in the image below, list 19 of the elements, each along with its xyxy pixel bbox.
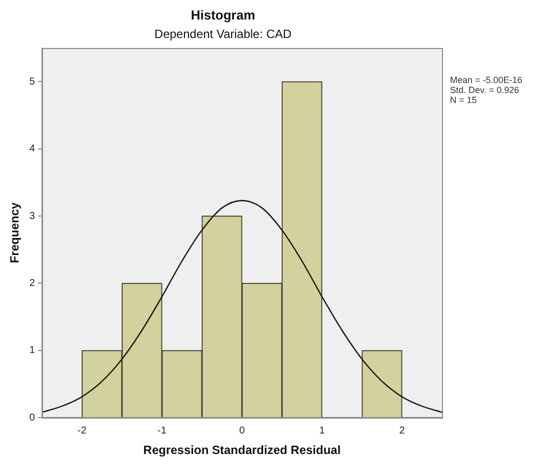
line-series (42, 200, 442, 413)
text: Std. Dev. = 0.926 (450, 84, 520, 95)
chart-title: Histogram (190, 7, 256, 22)
x-axis-title: Regression Standardized Residual (143, 443, 341, 458)
text: N = 15 (450, 94, 477, 105)
x-tick-label: 2 (399, 425, 406, 436)
x-tick-label: 0 (239, 425, 246, 436)
y-tick-label: 5 (29, 76, 36, 88)
y-tick-label: 1 (29, 345, 36, 356)
y-tick-label: 3 (29, 210, 36, 222)
x-tick-label: -2 (78, 425, 87, 436)
y-tick-label: 2 (29, 278, 36, 289)
y-tick-label: 4 (29, 144, 36, 155)
y-tick-label: 0 (29, 412, 36, 424)
chart-subtitle: Dependent Variable: CAD (154, 27, 292, 42)
y-axis-title: Frequency (8, 202, 22, 264)
x-tick-label: -1 (158, 425, 167, 436)
text: Mean = -5.00E-16 (450, 74, 522, 85)
x-tick-label: 1 (319, 425, 326, 436)
